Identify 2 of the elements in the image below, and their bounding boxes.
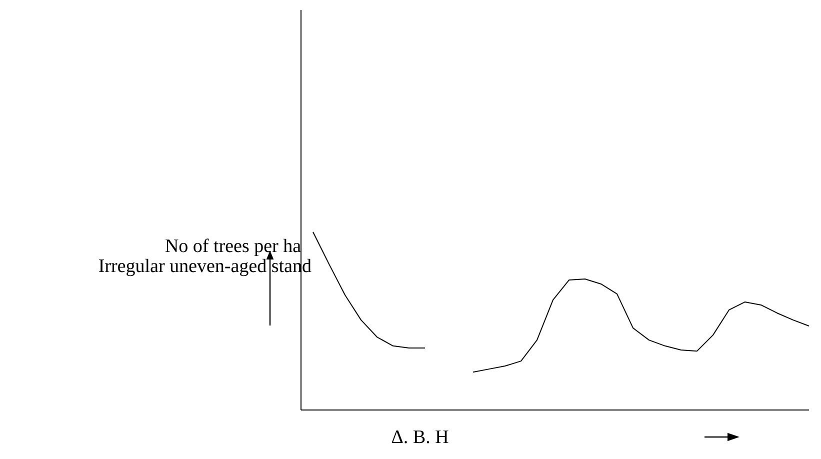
x-axis-title: Δ. B. H [392,430,448,444]
y-axis-title: No of trees per ha [166,238,301,256]
